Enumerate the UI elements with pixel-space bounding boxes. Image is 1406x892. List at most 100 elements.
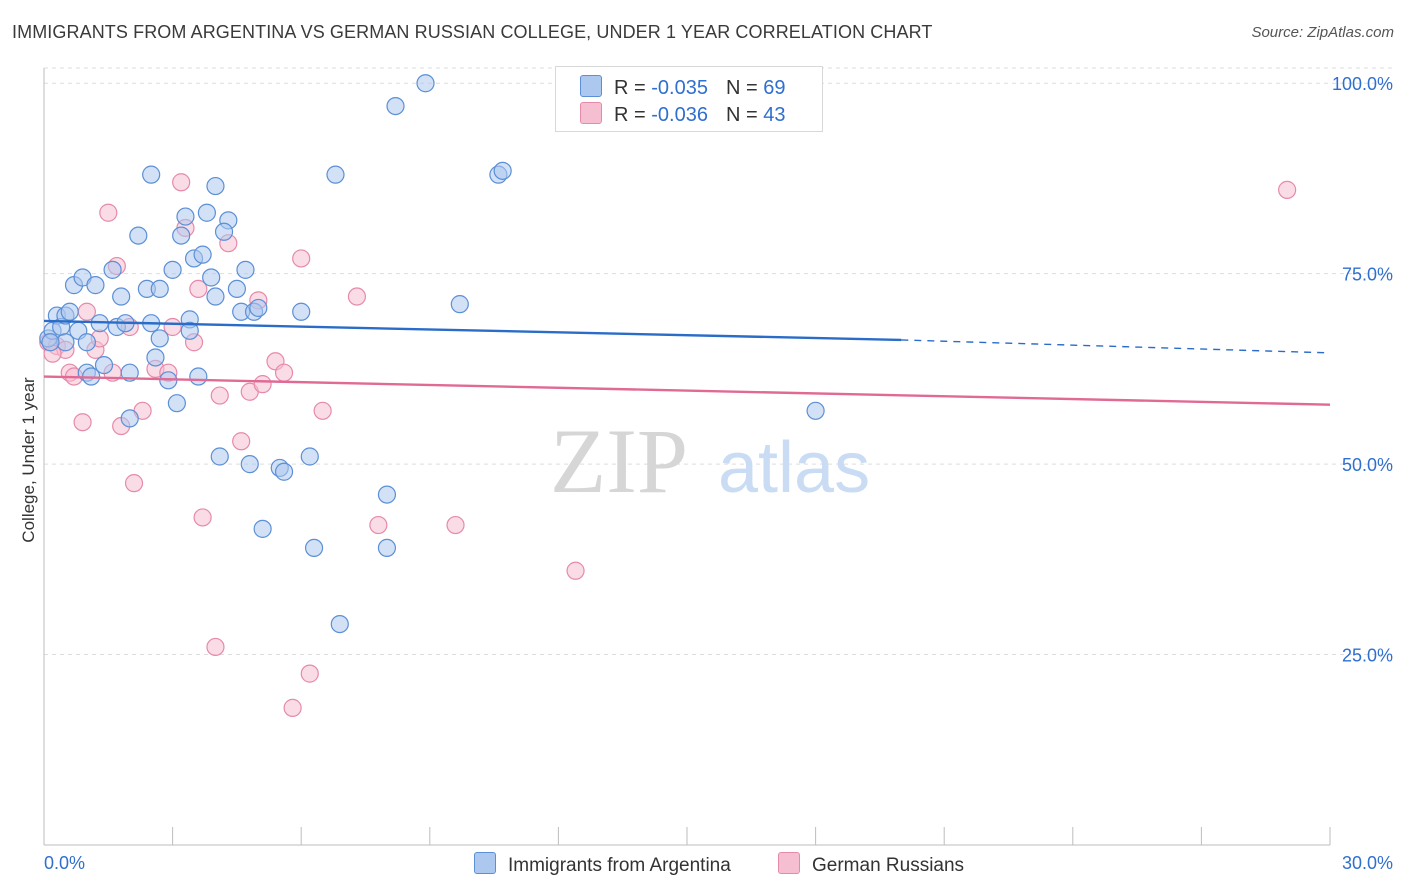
argentina-point bbox=[176, 207, 195, 226]
german-russian-point bbox=[172, 173, 191, 192]
y-tick-label: 50.0% bbox=[1342, 455, 1393, 475]
german-russian-point bbox=[446, 515, 465, 535]
r-label: R = bbox=[614, 77, 652, 99]
stats-legend: R = -0.035 N = 69 R = -0.036 N = 43 bbox=[555, 66, 823, 132]
legend-label: Immigrants from Argentina bbox=[508, 855, 731, 876]
argentina-point bbox=[493, 161, 512, 180]
y-tick-label: 25.0% bbox=[1342, 646, 1393, 666]
argentina-point bbox=[236, 260, 255, 279]
y-tick-label: 100.0% bbox=[1332, 74, 1393, 94]
argentina-point bbox=[304, 538, 324, 558]
argentina-point bbox=[120, 409, 139, 428]
german-russian-point bbox=[566, 561, 585, 580]
watermark-zip: ZIP bbox=[550, 410, 688, 512]
argentina-point bbox=[377, 538, 397, 558]
argentina-point bbox=[112, 287, 131, 306]
german-russian-point bbox=[292, 249, 311, 268]
argentina-point bbox=[210, 447, 229, 466]
trend-line bbox=[43, 375, 1331, 406]
argentina-point bbox=[150, 279, 169, 299]
argentina-point bbox=[240, 455, 259, 474]
legend-label: German Russians bbox=[812, 855, 965, 876]
y-tick-label: 75.0% bbox=[1342, 265, 1393, 285]
german-russian-point bbox=[274, 363, 294, 382]
axes bbox=[43, 68, 1331, 846]
german-russian-point bbox=[347, 287, 367, 306]
blue-swatch bbox=[580, 75, 602, 97]
watermark-atlas: atlas bbox=[718, 428, 870, 508]
german-russian-point bbox=[73, 413, 92, 432]
x-tick-label-max: 30.0% bbox=[1342, 853, 1393, 873]
pink-swatch bbox=[580, 102, 602, 124]
y-axis-label: College, Under 1 year bbox=[19, 377, 38, 543]
german-russian-point bbox=[369, 515, 388, 535]
argentina-point bbox=[450, 295, 469, 314]
argentina-point bbox=[206, 287, 225, 306]
argentina-point bbox=[206, 176, 225, 196]
argentina-point bbox=[227, 279, 246, 299]
german-russian-point bbox=[189, 279, 208, 299]
german-russian-point bbox=[253, 375, 272, 394]
r-value: -0.035 bbox=[651, 77, 708, 99]
pink-swatch bbox=[778, 852, 800, 874]
german-russian-point bbox=[232, 432, 251, 451]
argentina-point bbox=[103, 260, 122, 279]
argentina-point bbox=[274, 462, 294, 481]
german-russian-point bbox=[99, 203, 118, 222]
blue-swatch bbox=[474, 852, 496, 874]
german-russian-point bbox=[124, 474, 144, 493]
n-label: N = bbox=[725, 77, 764, 99]
argentina-point bbox=[214, 222, 234, 241]
legend-item-german-russians: German Russians bbox=[778, 852, 964, 877]
argentina-point bbox=[330, 614, 349, 634]
n-value: 43 bbox=[763, 104, 786, 126]
n-label: N = bbox=[725, 104, 764, 126]
argentina-point bbox=[86, 276, 105, 295]
argentina-point bbox=[41, 333, 60, 352]
trend-lines bbox=[43, 319, 1331, 406]
argentina-point bbox=[129, 226, 148, 245]
n-value: 69 bbox=[763, 77, 786, 99]
trend-line-projection bbox=[901, 339, 1331, 354]
argentina-point bbox=[249, 298, 268, 318]
argentina-point bbox=[193, 245, 212, 264]
argentina-point bbox=[180, 321, 199, 340]
argentina-point bbox=[253, 519, 272, 538]
r-value: -0.036 bbox=[651, 104, 708, 126]
argentina-point bbox=[163, 260, 182, 279]
argentina-point bbox=[60, 302, 79, 321]
source-label: Source: ZipAtlas.com bbox=[1251, 24, 1394, 41]
argentina-point bbox=[146, 348, 165, 367]
argentina-point bbox=[77, 333, 96, 352]
trend-line bbox=[43, 319, 902, 342]
legend-row-argentina: R = -0.035 N = 69 bbox=[580, 75, 785, 99]
german-russian-point bbox=[283, 698, 302, 717]
chart-title: IMMIGRANTS FROM ARGENTINA VS GERMAN RUSS… bbox=[12, 22, 933, 42]
argentina-point bbox=[386, 96, 405, 116]
argentina-point bbox=[292, 302, 311, 321]
german-russian-point bbox=[300, 664, 319, 683]
r-label: R = bbox=[614, 104, 652, 126]
german-russian-point bbox=[206, 637, 225, 657]
argentina-point bbox=[377, 485, 397, 504]
argentina-point bbox=[202, 268, 221, 287]
argentina-point bbox=[94, 355, 114, 375]
argentina-point bbox=[189, 367, 208, 386]
tick-labels: 25.0% 50.0% 75.0% 100.0% 0.0% 30.0% bbox=[44, 74, 1393, 873]
argentina-point bbox=[197, 203, 216, 222]
legend-item-argentina: Immigrants from Argentina bbox=[474, 852, 731, 877]
series-argentina bbox=[39, 74, 825, 634]
x-tick-label-min: 0.0% bbox=[44, 853, 85, 873]
argentina-point bbox=[326, 165, 345, 184]
german-russian-point bbox=[210, 386, 229, 405]
argentina-point bbox=[806, 401, 825, 420]
gridlines bbox=[44, 67, 1392, 656]
argentina-point bbox=[167, 394, 186, 413]
argentina-point bbox=[150, 329, 169, 348]
german-russian-point bbox=[313, 401, 332, 420]
argentina-point bbox=[300, 447, 319, 466]
argentina-point bbox=[120, 363, 139, 382]
argentina-point bbox=[172, 226, 191, 245]
argentina-point bbox=[416, 74, 435, 93]
